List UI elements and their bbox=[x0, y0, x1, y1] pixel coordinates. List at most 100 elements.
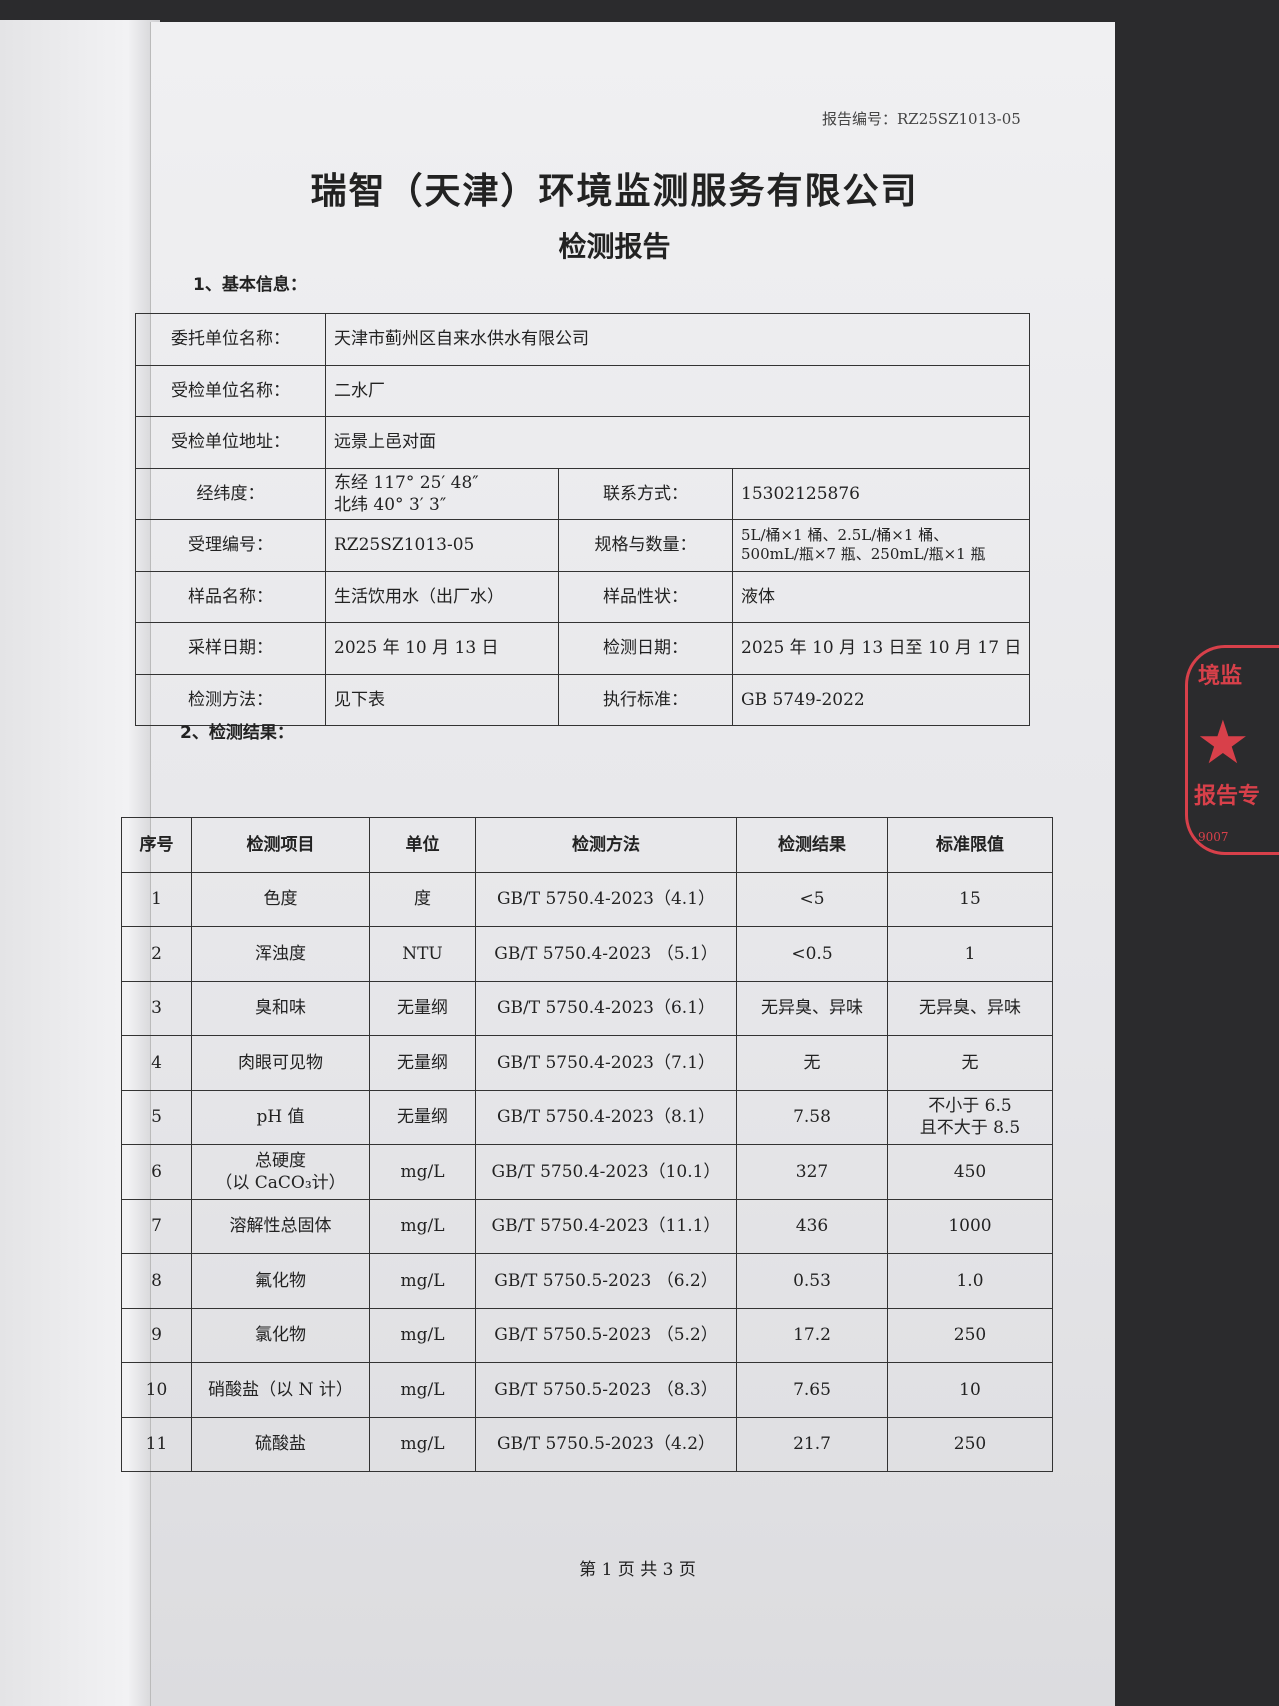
latitude: 北纬 40° 3′ 3″ bbox=[334, 494, 447, 515]
spec-quantity: 5L/桶×1 桶、2.5L/桶×1 桶、 500mL/瓶×7 瓶、250mL/瓶×… bbox=[732, 519, 1030, 572]
inspected-unit: 二水厂 bbox=[325, 364, 1030, 417]
label: 受理编号： bbox=[135, 519, 326, 572]
standard-limit: 标准限值 bbox=[887, 817, 1053, 873]
table-row: 11 硫酸盐 mg/L GB/T 5750.5-2023（4.2） 21.7 250 bbox=[121, 1416, 1053, 1472]
stamp-text: 境监 bbox=[1198, 663, 1243, 689]
table-row: 6 总硬度 （以 CaCO₃计） mg/L GB/T 5750.4-2023（10.1… bbox=[121, 1144, 1053, 1200]
test-result: <5 bbox=[736, 871, 888, 927]
test-result: 327 bbox=[736, 1144, 888, 1200]
test-result: 无异臭、异味 bbox=[736, 980, 888, 1036]
table-row: 9 氯化物 mg/L GB/T 5750.5-2023 （5.2） 17.2 250 bbox=[121, 1307, 1053, 1363]
contact: 15302125876 bbox=[732, 467, 1030, 520]
stamp-code: 9007 bbox=[1198, 830, 1229, 844]
standard-limit: 1.0 bbox=[887, 1253, 1053, 1309]
standard-limit: 1 bbox=[887, 926, 1053, 982]
standard-limit: 无 bbox=[887, 1035, 1053, 1091]
table-header: 序号 检测项目 单位 检测方法 检测结果 标准限值 bbox=[121, 817, 1053, 873]
test-method: 见下表 bbox=[325, 673, 559, 726]
report-number: 报告编号：RZ25SZ1013-05 bbox=[822, 110, 1021, 128]
test-result: <0.5 bbox=[736, 926, 888, 982]
unit: NTU bbox=[369, 926, 476, 982]
standard-limit: 10 bbox=[887, 1362, 1053, 1418]
spec-line: 500mL/瓶×7 瓶、250mL/瓶×1 瓶 bbox=[741, 545, 986, 564]
row-number: 11 bbox=[121, 1416, 192, 1472]
label: 经纬度： bbox=[135, 467, 326, 520]
row-number: 2 bbox=[121, 926, 192, 982]
test-method: GB/T 5750.4-2023（4.1） bbox=[475, 871, 737, 927]
table-row: 2 浑浊度 NTU GB/T 5750.4-2023 （5.1） <0.5 1 bbox=[121, 926, 1053, 982]
test-result: 436 bbox=[736, 1198, 888, 1254]
sampling-date: 2025 年 10 月 13 日 bbox=[325, 622, 559, 675]
test-item: 臭和味 bbox=[191, 980, 370, 1036]
test-result: 17.2 bbox=[736, 1307, 888, 1363]
accept-number: RZ25SZ1013-05 bbox=[325, 519, 559, 572]
unit: 单位 bbox=[369, 817, 476, 873]
test-item: 色度 bbox=[191, 871, 370, 927]
standard-limit: 15 bbox=[887, 871, 1053, 927]
test-result: 0.53 bbox=[736, 1253, 888, 1309]
label: 样品性状： bbox=[558, 570, 733, 623]
unit: 无量纲 bbox=[369, 1035, 476, 1091]
row-number: 7 bbox=[121, 1198, 192, 1254]
standard-limit: 不小于 6.5 且不大于 8.5 bbox=[887, 1089, 1053, 1145]
sample-name: 生活饮用水（出厂水） bbox=[325, 570, 559, 623]
document-title: 检测报告 bbox=[558, 230, 671, 263]
label: 样品名称： bbox=[135, 570, 326, 623]
test-result: 无 bbox=[736, 1035, 888, 1091]
test-item: 氯化物 bbox=[191, 1307, 370, 1363]
standard-limit: 无异臭、异味 bbox=[887, 980, 1053, 1036]
test-item: 氟化物 bbox=[191, 1253, 370, 1309]
test-item: 硝酸盐（以 N 计） bbox=[191, 1362, 370, 1418]
section-basic-info: 1、基本信息： bbox=[193, 275, 307, 295]
test-item: 检测项目 bbox=[191, 817, 370, 873]
section-results: 2、检测结果： bbox=[180, 723, 294, 743]
standard-limit: 250 bbox=[887, 1416, 1053, 1472]
table-row: 3 臭和味 无量纲 GB/T 5750.4-2023（6.1） 无异臭、异味 无异臭、异味 bbox=[121, 980, 1053, 1036]
results-table: 序号 检测项目 单位 检测方法 检测结果 标准限值 1 色度度 GB/T 5750.4-2023… bbox=[121, 817, 1053, 1472]
sample-state: 液体 bbox=[732, 570, 1030, 623]
unit: mg/L bbox=[369, 1198, 476, 1254]
label: 受检单位地址： bbox=[135, 416, 326, 469]
test-method: GB/T 5750.4-2023 （5.1） bbox=[475, 926, 737, 982]
unit: 无量纲 bbox=[369, 1089, 476, 1145]
test-method: GB/T 5750.5-2023 （5.2） bbox=[475, 1307, 737, 1363]
red-seal-stamp: 境监 ★ 报告专 9007 bbox=[1185, 645, 1279, 855]
table-row: 4 肉眼可见物 无量纲 GB/T 5750.4-2023（7.1）无无 bbox=[121, 1035, 1053, 1091]
star-icon: ★ bbox=[1196, 708, 1250, 778]
label: 检测方法： bbox=[135, 673, 326, 726]
test-method: GB/T 5750.4-2023（11.1） bbox=[475, 1198, 737, 1254]
row-number: 6 bbox=[121, 1144, 192, 1200]
test-method: 检测方法 bbox=[475, 817, 737, 873]
stamp-text: 报告专 bbox=[1194, 783, 1261, 809]
test-item: 硫酸盐 bbox=[191, 1416, 370, 1472]
standard-limit: 250 bbox=[887, 1307, 1053, 1363]
row-number: 10 bbox=[121, 1362, 192, 1418]
label: 检测日期： bbox=[558, 622, 733, 675]
unit: mg/L bbox=[369, 1362, 476, 1418]
test-method: GB/T 5750.4-2023（6.1） bbox=[475, 980, 737, 1036]
basic-info-table: 委托单位名称： 天津市蓟州区自来水供水有限公司 受检单位名称： 二水厂 受检单位地址… bbox=[135, 313, 1030, 726]
client-name: 天津市蓟州区自来水供水有限公司 bbox=[325, 313, 1030, 366]
unit: mg/L bbox=[369, 1144, 476, 1200]
unit: mg/L bbox=[369, 1307, 476, 1363]
test-item: pH 值 bbox=[191, 1089, 370, 1145]
standard: GB 5749-2022 bbox=[732, 673, 1030, 726]
row-number: 3 bbox=[121, 980, 192, 1036]
unit: 度 bbox=[369, 871, 476, 927]
test-result: 21.7 bbox=[736, 1416, 888, 1472]
label: 执行标准： bbox=[558, 673, 733, 726]
test-date: 2025 年 10 月 13 日至 10 月 17 日 bbox=[732, 622, 1030, 675]
company-name: 瑞智（天津）环境监测服务有限公司 bbox=[310, 171, 919, 212]
test-method: GB/T 5750.5-2023 （6.2） bbox=[475, 1253, 737, 1309]
row-number: 5 bbox=[121, 1089, 192, 1145]
table-row: 7 溶解性总固体 mg/L GB/T 5750.4-2023（11.1） 436 1000 bbox=[121, 1198, 1053, 1254]
standard-limit: 1000 bbox=[887, 1198, 1053, 1254]
test-result: 7.58 bbox=[736, 1089, 888, 1145]
page-footer: 第 1 页 共 3 页 bbox=[579, 1560, 696, 1580]
spec-line: 5L/桶×1 桶、2.5L/桶×1 桶、 bbox=[741, 525, 949, 544]
table-row: 10 硝酸盐（以 N 计） mg/L GB/T 5750.5-2023 （8.3） 7.… bbox=[121, 1362, 1053, 1418]
label: 委托单位名称： bbox=[135, 313, 326, 366]
test-item: 浑浊度 bbox=[191, 926, 370, 982]
test-method: GB/T 5750.5-2023 （8.3） bbox=[475, 1362, 737, 1418]
unit: mg/L bbox=[369, 1416, 476, 1472]
